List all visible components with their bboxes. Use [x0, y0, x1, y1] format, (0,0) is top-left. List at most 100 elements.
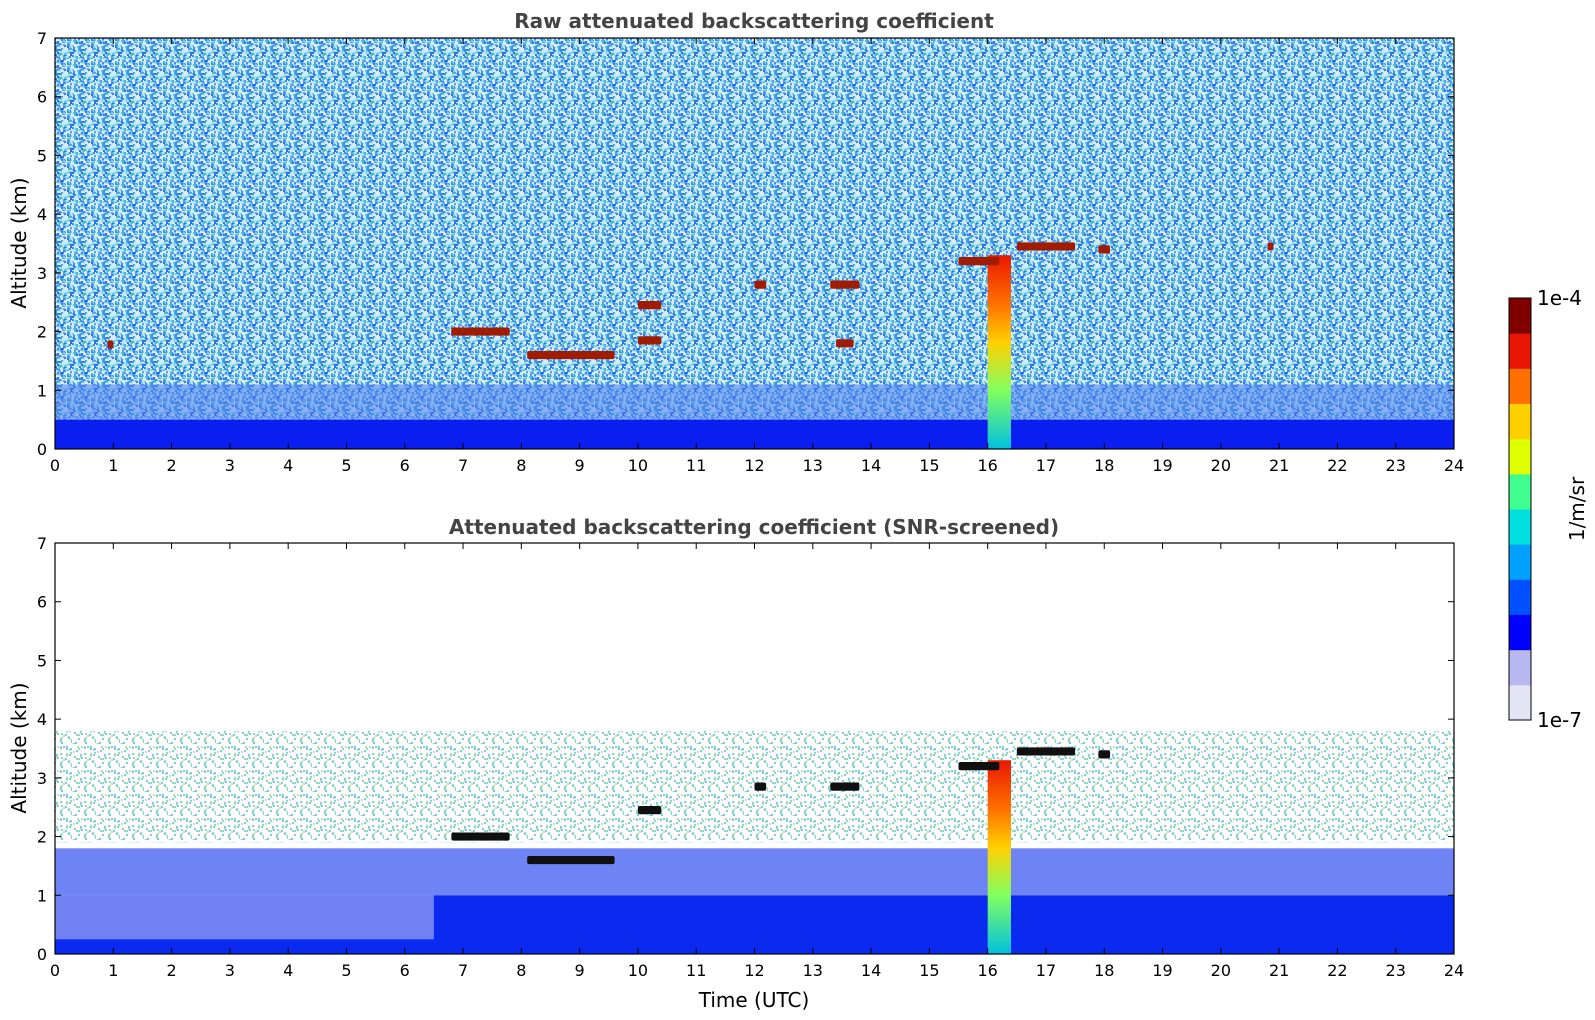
cloud-layer: [830, 280, 860, 289]
x-tick-label: 15: [919, 961, 939, 980]
x-tick-label: 6: [400, 961, 410, 980]
x-tick-label: 7: [458, 456, 468, 475]
y-tick-label: 0: [37, 440, 47, 459]
cloud-layer: [958, 257, 1000, 266]
x-tick-label: 21: [1269, 961, 1289, 980]
y-tick-label: 5: [37, 651, 47, 670]
x-tick-label: 16: [977, 961, 997, 980]
cloud-layer: [451, 832, 510, 841]
colorbar-band: [1509, 298, 1531, 334]
x-tick-label: 2: [166, 961, 176, 980]
colorbar-frame: [1508, 297, 1532, 721]
x-tick-label: 3: [225, 961, 235, 980]
blue-layer-top: [55, 848, 1454, 896]
colorbar-min-label: 1e-7: [1537, 708, 1582, 732]
x-tick-label: 23: [1386, 961, 1406, 980]
colorbar: 1e-4 1e-7 1/m/sr: [1508, 286, 1589, 732]
cloud-layer: [637, 301, 662, 310]
bottom-panel: Attenuated backscattering coefficient (S…: [7, 515, 1464, 1012]
top-panel: Raw attenuated backscattering coefficien…: [7, 9, 1464, 475]
y-tick-label: 5: [37, 146, 47, 165]
y-tick-label: 1: [37, 886, 47, 905]
x-tick-label: 12: [744, 961, 764, 980]
cloud-layer: [1098, 750, 1111, 759]
colorbar-band: [1509, 438, 1531, 475]
colorbar-max-label: 1e-4: [1537, 286, 1582, 310]
x-tick-label: 13: [803, 456, 823, 475]
top-y-ticks: 0 1 2 3 4 5 6 7: [37, 29, 1454, 459]
colorbar-band: [1509, 403, 1531, 440]
x-tick-label: 11: [686, 961, 706, 980]
y-tick-label: 2: [37, 828, 47, 847]
x-tick-label: 15: [919, 456, 939, 475]
x-tick-label: 10: [628, 961, 648, 980]
bottom-heatmap: [55, 543, 1454, 954]
x-tick-label: 21: [1269, 456, 1289, 475]
x-tick-label: 23: [1386, 456, 1406, 475]
x-tick-label: 5: [341, 456, 351, 475]
x-tick-label: 19: [1152, 961, 1172, 980]
colorbar-band: [1509, 579, 1531, 615]
x-tick-label: 6: [400, 456, 410, 475]
colorbar-band: [1509, 649, 1531, 686]
cloud-layer: [527, 855, 615, 865]
x-tick-label: 18: [1094, 456, 1114, 475]
x-tick-label: 16: [977, 456, 997, 475]
cloud-layer: [107, 340, 114, 349]
y-tick-label: 1: [37, 381, 47, 400]
x-tick-label: 10: [628, 456, 648, 475]
x-tick-label: 14: [861, 961, 881, 980]
cloud-layer: [527, 350, 615, 360]
x-tick-label: 1: [108, 961, 118, 980]
x-tick-label: 13: [803, 961, 823, 980]
x-tick-label: 9: [575, 961, 585, 980]
colorbar-unit-label: 1/m/sr: [1565, 476, 1589, 541]
cloud-layer: [958, 762, 1000, 771]
bottom-y-ticks: 0 1 2 3 4 5 6 7: [37, 534, 1454, 964]
y-tick-label: 7: [37, 29, 47, 48]
x-tick-label: 0: [50, 961, 60, 980]
cloud-layer: [754, 280, 767, 289]
x-tick-label: 17: [1036, 961, 1056, 980]
x-tick-label: 2: [166, 456, 176, 475]
x-tick-label: 9: [575, 456, 585, 475]
noise-field: [55, 38, 1454, 449]
y-tick-label: 6: [37, 88, 47, 107]
x-tick-label: 1: [108, 456, 118, 475]
x-tick-label: 22: [1327, 456, 1347, 475]
x-tick-label: 17: [1036, 456, 1056, 475]
x-tick-label: 24: [1444, 456, 1464, 475]
x-tick-label: 12: [744, 456, 764, 475]
cloud-layer: [1016, 242, 1076, 251]
cloud-layer: [754, 782, 767, 791]
cloud-layer: [637, 336, 662, 345]
colorbar-band: [1509, 614, 1531, 651]
x-tick-label: 7: [458, 961, 468, 980]
y-tick-label: 0: [37, 945, 47, 964]
x-tick-label: 14: [861, 456, 881, 475]
strong-column: [987, 255, 1011, 449]
surface-transition: [55, 384, 1454, 420]
x-tick-label: 22: [1327, 961, 1347, 980]
y-tick-label: 3: [37, 264, 47, 283]
x-tick-label: 20: [1211, 961, 1231, 980]
top-heatmap: [55, 38, 1454, 449]
x-tick-label: 18: [1094, 961, 1114, 980]
x-tick-label: 3: [225, 456, 235, 475]
cloud-layer: [1016, 747, 1076, 756]
strong-column: [987, 760, 1011, 954]
x-tick-label: 8: [516, 456, 526, 475]
x-tick-label: 20: [1211, 456, 1231, 475]
pale-patch: [55, 895, 434, 940]
top-x-ticks: 0 1 2 3 4 5 6 7 8 9 10 11 12 13 14 15 16 17 18 19 20 21 22 23 24: [50, 38, 1464, 475]
y-tick-label: 7: [37, 534, 47, 553]
cloud-layer: [1098, 245, 1111, 254]
bottom-x-ticks: 0 1 2 3 4 5 6 7 8 9 10 11 12 13 14 15 16 17 18 19 20 21 22 23 24: [50, 543, 1464, 980]
y-tick-label: 2: [37, 323, 47, 342]
bottom-y-axis-label: Altitude (km): [7, 682, 31, 813]
y-tick-label: 4: [37, 710, 47, 729]
colorbar-band: [1509, 684, 1531, 721]
colorbar-band: [1509, 544, 1531, 580]
cloud-layer: [836, 339, 854, 348]
